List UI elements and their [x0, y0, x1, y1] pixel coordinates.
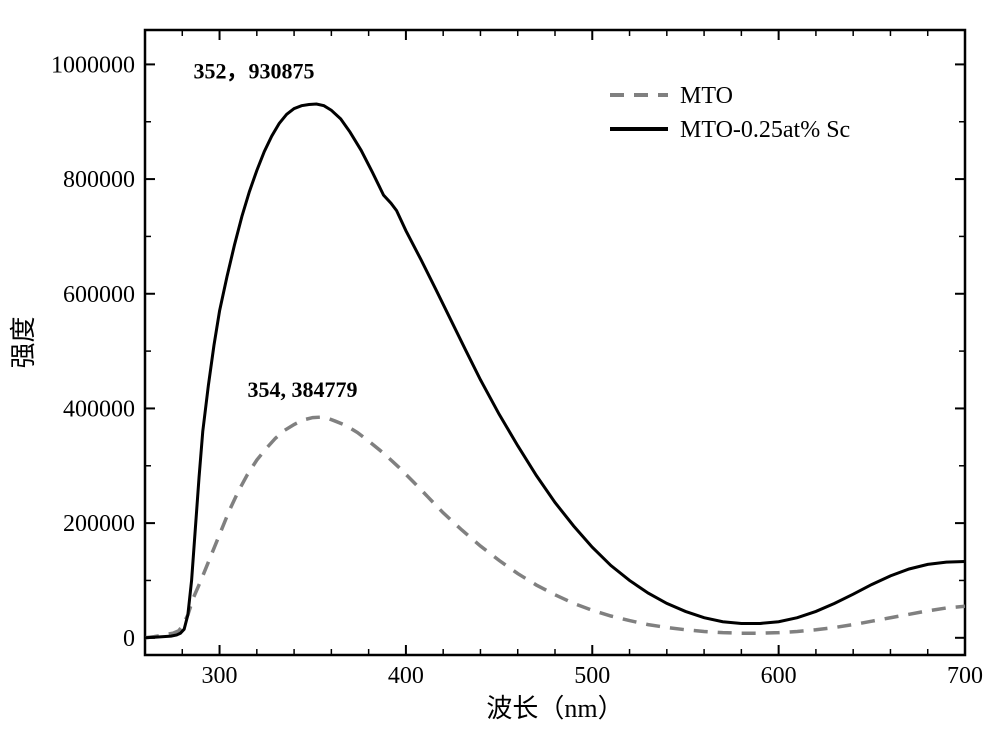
y-axis-label: 强度: [9, 316, 38, 368]
peak-label-0: 354, 384779: [248, 377, 358, 402]
y-tick-label: 400000: [63, 396, 135, 422]
x-tick-label: 500: [574, 663, 610, 689]
x-axis-label: 波长（nm）: [486, 694, 623, 723]
spectrum-chart: 300 400 500 600 700 0 200000 400000 600000 800000…: [0, 0, 1000, 748]
y-tick-label: 200000: [63, 511, 135, 537]
y-tick-label: 1000000: [51, 52, 135, 78]
series-1: [145, 104, 965, 638]
x-tick-label: 400: [388, 663, 424, 689]
y-tick-label: 800000: [63, 167, 135, 193]
x-tick-label: 600: [761, 663, 797, 689]
chart-svg: 300 400 500 600 700 0 200000 400000 600000 800000…: [0, 0, 1000, 748]
y-tick-label: 600000: [63, 282, 135, 308]
y-tick-label: 0: [123, 626, 135, 652]
legend-label-1: MTO-0.25at% Sc: [680, 117, 850, 143]
legend-label-0: MTO: [680, 83, 733, 109]
peak-label-1: 352，930875: [193, 59, 314, 84]
x-tick-label: 300: [202, 663, 238, 689]
series-0: [145, 417, 965, 638]
x-tick-label: 700: [947, 663, 983, 689]
